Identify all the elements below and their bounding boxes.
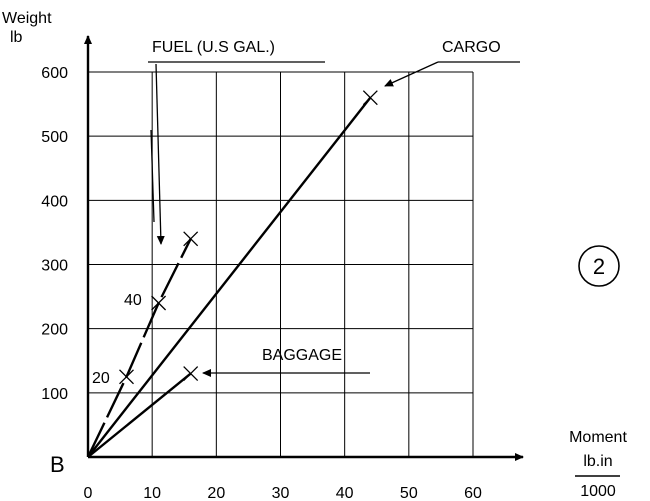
x-axis-label-line2: lb.in [583, 453, 612, 470]
fuel-label-arrow [155, 63, 165, 245]
cargo-end-mark [362, 90, 378, 106]
x-axis-label-line1: Moment [569, 429, 627, 446]
figure-badge-circle [578, 245, 620, 287]
series-lines [86, 90, 378, 458]
x-tick-label: 50 [400, 485, 418, 501]
y-tick-label: 100 [41, 386, 68, 403]
fuel-gallon-mark [151, 295, 167, 311]
y-tick-label: 200 [41, 322, 68, 339]
origin-label: B [50, 452, 65, 477]
x-axis-label-line3: 1000 [580, 483, 616, 500]
cargo-series-label: CARGO [442, 39, 501, 56]
fuel-line [86, 238, 192, 458]
y-tick-label: 500 [41, 129, 68, 146]
cargo-line [87, 96, 372, 458]
baggage-line [87, 372, 192, 458]
fuel-gallon-mark [119, 369, 134, 385]
tick-labels: 0 10 20 30 40 50 60 100 200 300 400 500 600 [41, 65, 482, 501]
figure-badge-number: 2 [593, 254, 605, 279]
baggage-end-mark [183, 366, 199, 382]
y-tick-label: 600 [41, 65, 68, 82]
fuel-label-arrow-secondary [150, 129, 155, 223]
y-tick-label: 300 [41, 258, 68, 275]
fuel-series-label: FUEL (U.S GAL.) [152, 39, 275, 56]
cargo-label-arrow [384, 61, 439, 87]
baggage-series-label: BAGGAGE [262, 347, 342, 364]
x-tick-label: 60 [464, 485, 482, 501]
y-axis-label-line2: lb [10, 29, 23, 46]
x-tick-label: 20 [207, 485, 225, 501]
fuel-end-mark [183, 231, 199, 247]
grid [88, 71, 474, 457]
x-tick-label: 30 [272, 485, 290, 501]
fuel-mark-40-label: 40 [124, 292, 142, 309]
axes [84, 35, 524, 461]
y-axis-label-line1: Weight [2, 10, 52, 27]
fuel-mark-20-label: 20 [92, 370, 110, 387]
y-tick-label: 400 [41, 193, 68, 210]
x-tick-label: 10 [143, 485, 161, 501]
x-tick-label: 0 [84, 485, 93, 501]
x-tick-label: 40 [336, 485, 354, 501]
